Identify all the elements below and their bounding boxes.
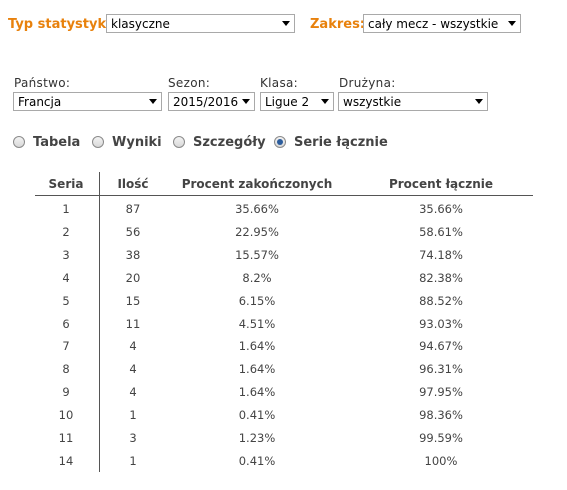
- cell-ilosc: 1: [129, 408, 137, 422]
- cell-procent-lacznie: 93.03%: [419, 317, 463, 331]
- cell-procent-zakonczonych: 0.41%: [238, 454, 276, 468]
- chevron-down-icon: [149, 99, 157, 104]
- chevron-down-icon: [321, 99, 329, 104]
- radio-label-tabela[interactable]: Tabela: [33, 135, 81, 150]
- cell-ilosc: 11: [125, 317, 141, 331]
- team-label: Drużyna:: [339, 76, 396, 90]
- cell-procent-zakonczonych: 1.23%: [238, 431, 276, 445]
- class-value: Ligue 2: [265, 95, 310, 109]
- cell-procent-lacznie: 35.66%: [419, 202, 463, 216]
- country-value: Francja: [18, 95, 62, 109]
- cell-seria: 3: [62, 248, 70, 262]
- season-select[interactable]: 2015/2016: [168, 92, 255, 111]
- cell-procent-zakonczonych: 22.95%: [235, 225, 279, 239]
- cell-procent-zakonczonych: 4.51%: [238, 317, 276, 331]
- range-select[interactable]: cały mecz - wszystkie: [363, 14, 521, 33]
- cell-procent-zakonczonych: 8.2%: [242, 271, 272, 285]
- cell-ilosc: 87: [125, 202, 141, 216]
- radio-tabela[interactable]: [13, 136, 25, 148]
- radio-szczegoly[interactable]: [173, 136, 185, 148]
- cell-procent-zakonczonych: 1.64%: [238, 362, 276, 376]
- cell-procent-lacznie: 98.36%: [419, 408, 463, 422]
- cell-seria: 9: [62, 385, 70, 399]
- cell-seria: 10: [58, 408, 74, 422]
- cell-ilosc: 20: [125, 271, 141, 285]
- cell-ilosc: 56: [125, 225, 141, 239]
- cell-procent-lacznie: 88.52%: [419, 294, 463, 308]
- cell-seria: 8: [62, 362, 70, 376]
- cell-procent-zakonczonych: 35.66%: [235, 202, 279, 216]
- cell-procent-lacznie: 99.59%: [419, 431, 463, 445]
- cell-procent-zakonczonych: 1.64%: [238, 339, 276, 353]
- country-select[interactable]: Francja: [13, 92, 162, 111]
- cell-seria: 7: [62, 339, 70, 353]
- cell-procent-zakonczonych: 1.64%: [238, 385, 276, 399]
- country-label: Państwo:: [14, 76, 71, 90]
- cell-seria: 2: [62, 225, 70, 239]
- cell-ilosc: 4: [129, 339, 137, 353]
- header-procent-zakonczonych: Procent zakończonych: [181, 177, 333, 191]
- cell-procent-lacznie: 100%: [424, 454, 458, 468]
- radio-label-wyniki[interactable]: Wyniki: [112, 135, 162, 150]
- chevron-down-icon: [242, 99, 250, 104]
- radio-serie-lacznie[interactable]: [274, 136, 286, 148]
- cell-procent-lacznie: 97.95%: [419, 385, 463, 399]
- cell-ilosc: 1: [129, 454, 137, 468]
- team-select[interactable]: wszystkie: [338, 92, 488, 111]
- column-divider: [99, 172, 100, 472]
- cell-procent-zakonczonych: 15.57%: [235, 248, 279, 262]
- cell-seria: 1: [62, 202, 70, 216]
- season-label: Sezon:: [168, 76, 211, 90]
- cell-seria: 11: [58, 431, 74, 445]
- header-ilosc: Ilość: [117, 177, 149, 191]
- cell-procent-lacznie: 82.38%: [419, 271, 463, 285]
- team-value: wszystkie: [343, 95, 402, 109]
- cell-procent-lacznie: 94.67%: [419, 339, 463, 353]
- cell-ilosc: 4: [129, 385, 137, 399]
- range-value: cały mecz - wszystkie: [368, 17, 499, 31]
- chevron-down-icon: [508, 21, 516, 26]
- cell-seria: 4: [62, 271, 70, 285]
- cell-seria: 6: [62, 317, 70, 331]
- cell-seria: 5: [62, 294, 70, 308]
- cell-procent-lacznie: 74.18%: [419, 248, 463, 262]
- season-value: 2015/2016: [173, 95, 239, 109]
- cell-ilosc: 4: [129, 362, 137, 376]
- cell-procent-lacznie: 96.31%: [419, 362, 463, 376]
- class-label: Klasa:: [260, 76, 299, 90]
- stat-type-label: Typ statystyk:: [8, 17, 112, 32]
- cell-seria: 14: [58, 454, 74, 468]
- cell-procent-zakonczonych: 0.41%: [238, 408, 276, 422]
- chevron-down-icon: [475, 99, 483, 104]
- radio-wyniki[interactable]: [92, 136, 104, 148]
- header-procent-lacznie: Procent łącznie: [388, 177, 494, 191]
- stat-type-select[interactable]: klasyczne: [106, 14, 295, 33]
- header-seria: Seria: [48, 177, 84, 191]
- range-label: Zakres:: [310, 17, 366, 32]
- header-divider: [35, 195, 533, 196]
- cell-ilosc: 38: [125, 248, 141, 262]
- cell-procent-lacznie: 58.61%: [419, 225, 463, 239]
- chevron-down-icon: [282, 21, 290, 26]
- cell-procent-zakonczonych: 6.15%: [238, 294, 276, 308]
- radio-label-szczegoly[interactable]: Szczegóły: [193, 135, 266, 150]
- class-select[interactable]: Ligue 2: [260, 92, 334, 111]
- stat-type-value: klasyczne: [111, 17, 170, 31]
- cell-ilosc: 15: [125, 294, 141, 308]
- radio-label-serie-lacznie[interactable]: Serie łącznie: [294, 135, 388, 150]
- cell-ilosc: 3: [129, 431, 137, 445]
